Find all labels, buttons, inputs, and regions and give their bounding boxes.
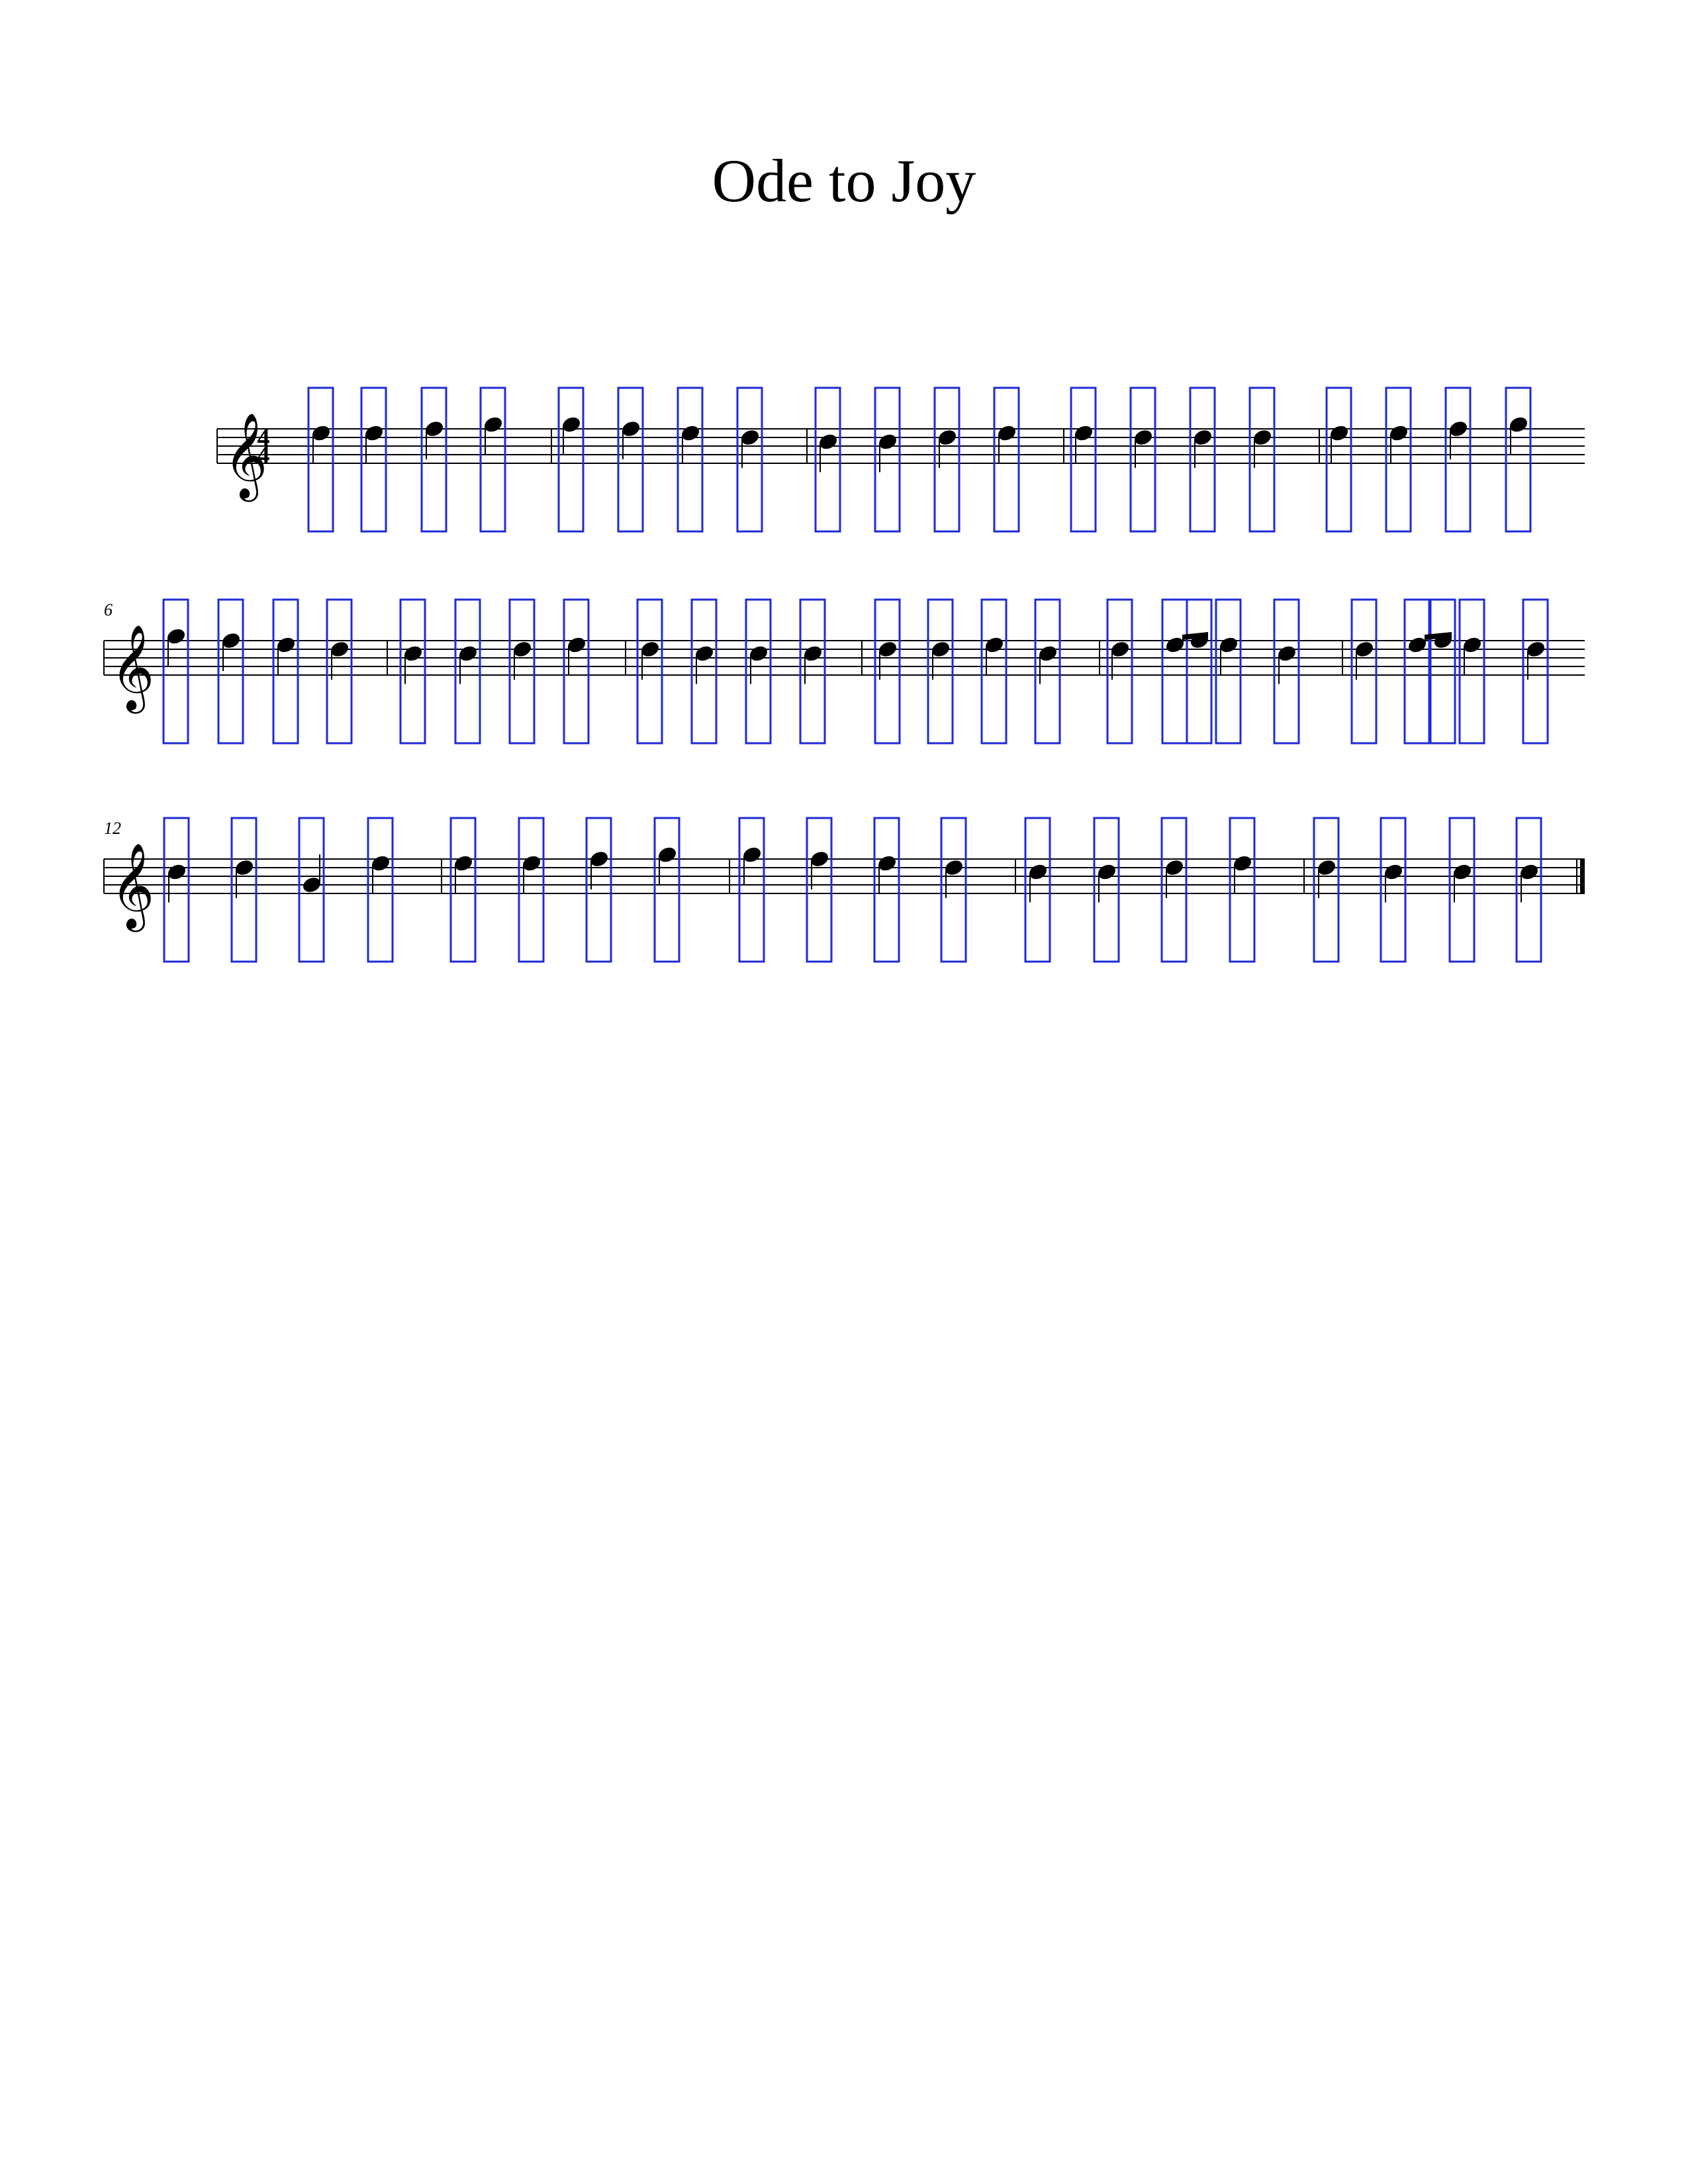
- note-highlight-box: [518, 817, 545, 963]
- note-highlight-box: [508, 598, 536, 745]
- note-highlight-box: [307, 387, 334, 533]
- beam: [1425, 632, 1452, 640]
- note-highlight-box: [874, 598, 901, 745]
- note-highlight-box: [873, 817, 900, 963]
- note-highlight-box: [1385, 387, 1412, 533]
- note-highlight-box: [933, 387, 961, 533]
- note-highlight-box: [1024, 817, 1051, 963]
- note-highlight-box: [1186, 598, 1213, 745]
- note-highlight-box: [1515, 817, 1542, 963]
- note-highlight-box: [1189, 387, 1216, 533]
- note-highlight-box: [653, 817, 680, 963]
- note-highlight-box: [1350, 598, 1378, 745]
- note-highlight-box: [479, 387, 506, 533]
- note-highlight-box: [585, 817, 612, 963]
- note-highlight-box: [163, 817, 190, 963]
- treble-clef-icon: 𝄞: [111, 842, 154, 933]
- note-highlight-box: [799, 598, 826, 745]
- note-highlight-box: [217, 598, 244, 745]
- note-highlight-box: [1522, 598, 1549, 745]
- note-highlight-box: [927, 598, 954, 745]
- note-highlight-box: [360, 387, 387, 533]
- time-signature-bottom: 4: [258, 441, 270, 469]
- note-highlight-box: [993, 387, 1020, 533]
- note-highlight-box: [563, 598, 590, 745]
- note-highlight-box: [814, 387, 841, 533]
- note-highlight-box: [230, 817, 258, 963]
- note-highlight-box: [1161, 598, 1188, 745]
- note-highlight-box: [940, 817, 967, 963]
- note-highlight-box: [617, 387, 644, 533]
- note-highlight-box: [636, 598, 663, 745]
- note-highlight-box: [449, 817, 477, 963]
- note-highlight-box: [1070, 387, 1097, 533]
- page-title: Ode to Joy: [712, 147, 976, 214]
- note-highlight-box: [738, 817, 765, 963]
- measure-number: 6: [104, 600, 113, 619]
- note-highlight-box: [399, 598, 426, 745]
- final-barline-thick: [1580, 859, 1585, 893]
- note-highlight-box: [1403, 598, 1430, 745]
- note-highlight-box: [1273, 598, 1300, 745]
- note-highlight-box: [806, 817, 833, 963]
- note-highlight-box: [1444, 387, 1472, 533]
- note-highlight-box: [420, 387, 447, 533]
- note-highlight-box: [326, 598, 353, 745]
- time-signature-top: 4: [258, 424, 270, 452]
- note-highlight-box: [1448, 817, 1476, 963]
- note-highlight-box: [454, 598, 481, 745]
- note-highlight-box: [736, 387, 763, 533]
- note-highlight-box: [1034, 598, 1061, 745]
- note-highlight-box: [1093, 817, 1120, 963]
- note-highlight-box: [1129, 387, 1156, 533]
- note-highlight-box: [1380, 817, 1407, 963]
- note-highlight-box: [162, 598, 189, 745]
- note-highlight-box: [298, 817, 325, 963]
- note-highlight-box: [1215, 598, 1242, 745]
- note-highlight-box: [1160, 817, 1188, 963]
- note-highlight-box: [1229, 817, 1256, 963]
- beam: [1182, 632, 1208, 640]
- note-highlight-box: [677, 387, 704, 533]
- note-highlight-box: [557, 387, 585, 533]
- note-highlight-box: [1429, 598, 1456, 745]
- measure-number: 12: [104, 819, 121, 838]
- note-highlight-box: [1106, 598, 1133, 745]
- treble-clef-icon: 𝄞: [224, 412, 267, 502]
- note-highlight-box: [1248, 387, 1276, 533]
- note-highlight-box: [1458, 598, 1485, 745]
- note-highlight-box: [367, 817, 394, 963]
- note-highlight-box: [1505, 387, 1532, 533]
- note-highlight-box: [874, 387, 901, 533]
- note-highlight-box: [1325, 387, 1352, 533]
- note-highlight-box: [745, 598, 772, 745]
- note-highlight-box: [272, 598, 299, 745]
- note-highlight-box: [1313, 817, 1340, 963]
- treble-clef-icon: 𝄞: [111, 624, 154, 714]
- note-highlight-box: [690, 598, 718, 745]
- note-highlight-box: [980, 598, 1008, 745]
